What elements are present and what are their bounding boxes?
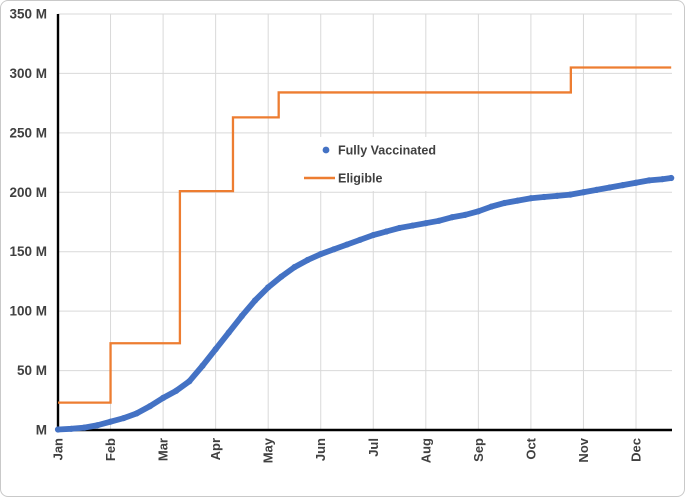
fully-vaccinated-data-point [265,284,272,291]
fully-vaccinated-data-point [659,176,666,183]
fully-vaccinated-data-point [619,182,626,189]
y-axis-tick-label: 50 M [17,363,47,378]
fully-vaccinated-data-point [383,228,390,235]
fully-vaccinated-data-point [291,264,298,271]
legend: Fully Vaccinated Eligible [301,137,464,191]
fully-vaccinated-data-point [81,424,88,431]
fully-vaccinated-data-point [54,426,62,433]
fully-vaccinated-data-point [251,297,259,304]
fully-vaccinated-data-point [540,193,548,201]
fully-vaccinated-data-point [212,346,219,353]
fully-vaccinated-data-point [554,192,561,199]
series-eligible-step-line [58,66,672,404]
y-axis-tick-label: 350 M [9,6,47,21]
fully-vaccinated-data-point [527,195,535,202]
x-axis-tick-label: Sep [471,438,486,462]
fully-vaccinated-data-point [448,214,456,221]
fully-vaccinated-data-point [120,415,127,422]
x-axis-tick-label: Oct [523,437,538,459]
series-layer [54,66,675,433]
fully-vaccinated-data-point [133,410,140,417]
x-axis-tick-label: Nov [576,437,591,462]
x-axis-tick-label: Feb [103,438,118,461]
fully-vaccinated-data-point [422,220,429,227]
fully-vaccinated-data-point [370,231,377,239]
fully-vaccinated-data-point [462,211,469,218]
axis-layer [56,14,672,432]
fully-vaccinated-data-point [343,241,351,248]
x-axis-tick-label: Jun [313,438,328,461]
fully-vaccinated-data-point [593,186,600,194]
x-axis-tick-label: Dec [628,438,643,462]
fully-vaccinated-data-point [501,199,508,207]
fully-vaccinated-data-point [186,378,193,385]
fully-vaccinated-data-point [173,387,180,394]
fully-vaccinated-data-point [330,246,337,253]
y-axis-tick-label: 200 M [9,185,47,200]
x-axis-tick-label: Jul [366,438,381,457]
x-axis-tick-label: Mar [156,438,171,461]
grid-layer [57,13,672,430]
fully-vaccinated-data-point [357,236,364,243]
fully-vaccinated-data-point [94,422,101,429]
y-axis-tick-label: 150 M [9,244,47,259]
y-axis-tick-label: 250 M [9,125,47,140]
fully-vaccinated-data-point [146,403,154,410]
fully-vaccinated-data-point [159,394,167,402]
fully-vaccinated-data-point [107,418,114,425]
legend-label-eligible: Eligible [338,172,383,186]
fully-vaccinated-data-point [278,273,285,280]
fully-vaccinated-data-point [514,197,521,204]
x-axis-tick-label: Aug [418,438,433,463]
fully-vaccinated-data-point [668,174,675,182]
y-axis-tick-label: 300 M [9,66,47,81]
fully-vaccinated-data-point [396,224,403,232]
fully-vaccinated-data-point [567,191,574,198]
fully-vaccinated-data-point [317,250,324,258]
fully-vaccinated-data-point [68,425,75,432]
fully-vaccinated-data-point [409,222,416,229]
fully-vaccinated-data-point [304,256,311,264]
x-axis-tick-label: May [261,437,276,463]
x-axis-tick-label: Apr [208,438,223,460]
fully-vaccinated-data-point [632,179,640,186]
fully-vaccinated-data-point [646,177,653,184]
tick-label-layer: 350 M 300 M 250 M 200 M 150 M 100 M 50 M M Jan Fe… [9,6,643,463]
fully-vaccinated-data-point [435,217,443,224]
y-axis-tick-label: M [36,423,47,438]
fully-vaccinated-data-point [225,329,232,336]
y-axis-tick-label: 100 M [9,304,47,319]
series-fully-vaccinated-line [55,175,675,433]
legend-label-fully-vaccinated: Fully Vaccinated [338,144,436,158]
x-axis-tick-label: Jan [51,438,66,460]
fully-vaccinated-data-point [238,312,246,319]
legend-background [301,137,464,191]
fully-vaccinated-marker-icon [322,146,330,154]
fully-vaccinated-data-point [606,184,613,191]
fully-vaccinated-data-point [488,203,495,210]
fully-vaccinated-data-point [580,189,587,196]
fully-vaccinated-data-point [475,208,482,215]
fully-vaccinated-data-point [199,362,206,369]
